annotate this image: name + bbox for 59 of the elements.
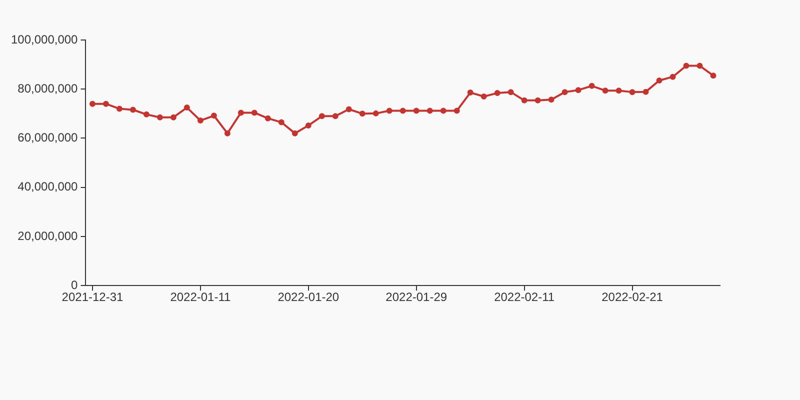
point <box>656 78 662 84</box>
point <box>683 62 690 69</box>
point <box>454 108 460 114</box>
point <box>670 74 676 80</box>
point <box>467 90 474 96</box>
x-tick-label: 2022-01-29 <box>386 290 448 304</box>
point <box>602 88 608 94</box>
point <box>224 130 230 136</box>
y-tick-label: 60,000,000 <box>18 130 78 145</box>
x-tick-label: 2022-02-21 <box>602 290 664 304</box>
point <box>89 100 96 107</box>
x-tick-label: 2022-02-11 <box>494 290 555 304</box>
point <box>534 97 541 104</box>
y-tick-label: 80,000,000 <box>18 81 78 96</box>
point <box>575 87 582 94</box>
point <box>116 106 122 112</box>
point <box>426 108 433 114</box>
x-tick-label: 2021-12-31 <box>62 290 124 304</box>
point <box>264 115 271 122</box>
point <box>588 82 595 89</box>
point <box>170 114 176 120</box>
y-tick-label: 0 <box>71 278 78 292</box>
point <box>143 111 150 118</box>
point <box>184 104 190 111</box>
point <box>305 122 312 128</box>
point <box>413 108 420 114</box>
point <box>480 93 487 100</box>
point <box>332 113 338 120</box>
point <box>629 89 636 96</box>
x-tick-label: 2022-01-11 <box>170 290 232 304</box>
point <box>346 106 352 112</box>
point <box>710 72 716 79</box>
point <box>642 88 649 95</box>
point <box>616 88 622 94</box>
y-tick-label: 40,000,000 <box>18 180 78 194</box>
point <box>251 110 258 116</box>
point <box>210 112 217 119</box>
point <box>508 89 514 96</box>
point <box>278 119 284 126</box>
point <box>292 130 298 136</box>
x-tick-label: 2022-01-20 <box>278 290 340 304</box>
point <box>372 110 379 116</box>
point <box>548 96 554 103</box>
point <box>494 90 500 96</box>
y-tick-label: 20,000,000 <box>18 228 78 243</box>
point <box>156 114 163 120</box>
point <box>386 108 392 114</box>
point <box>238 110 244 116</box>
point <box>318 113 325 120</box>
point <box>359 110 366 117</box>
point <box>521 97 528 104</box>
y-tick-label: 100,000,000 <box>11 32 78 46</box>
point <box>130 106 136 113</box>
point <box>440 108 446 114</box>
point <box>696 62 703 69</box>
point <box>400 108 406 114</box>
point <box>562 89 568 96</box>
point <box>197 118 204 124</box>
point <box>102 100 109 107</box>
